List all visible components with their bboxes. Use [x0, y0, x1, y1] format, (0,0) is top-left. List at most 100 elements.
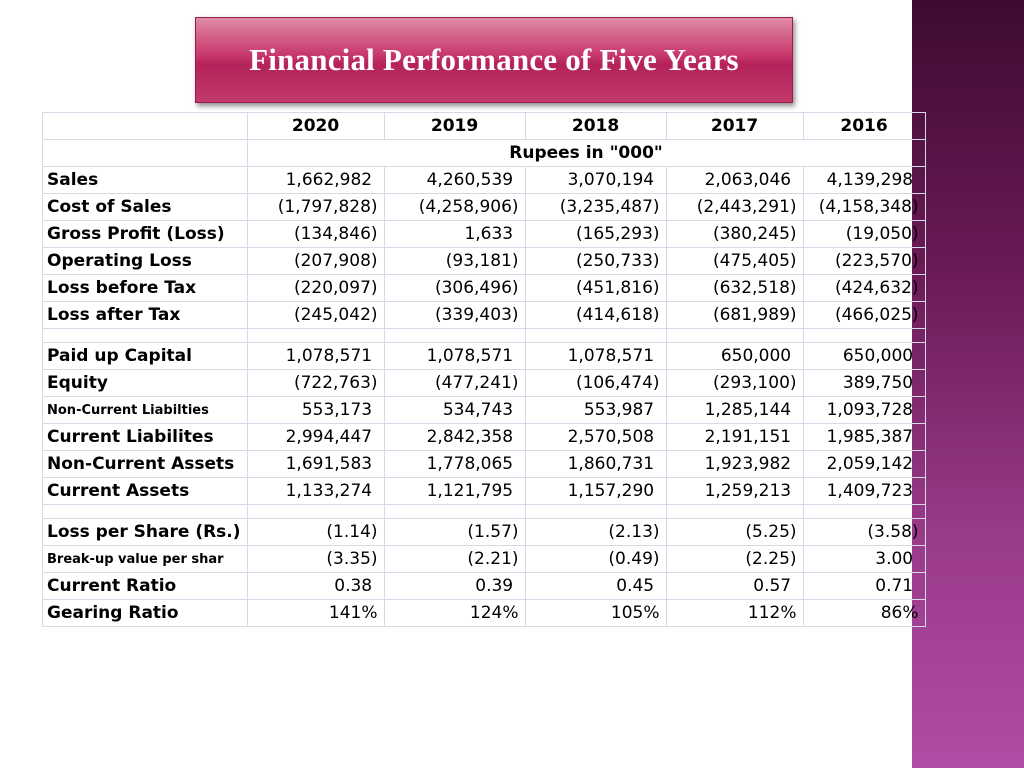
- value-cell: 0.57: [665, 572, 804, 600]
- unit-note: Rupees in "000": [246, 139, 926, 167]
- value-cell: (1,797,828): [246, 193, 385, 221]
- value-cell: 650,000: [802, 342, 926, 370]
- value-cell: 389,750: [802, 369, 926, 397]
- value-cell: 2,063,046: [665, 166, 804, 194]
- value-cell: (2,443,291): [665, 193, 804, 221]
- value-cell: 3,070,194: [524, 166, 667, 194]
- table-row: Cost of Sales (1,797,828) (4,258,906) (3,23…: [42, 193, 926, 221]
- spacer-cell: [802, 328, 926, 343]
- value-cell: (475,405): [665, 247, 804, 275]
- value-cell: 1,923,982: [665, 450, 804, 478]
- value-cell: 1,157,290: [524, 477, 667, 505]
- year-header: 2019: [383, 112, 526, 140]
- value-cell: (414,618): [524, 301, 667, 329]
- row-label: Equity: [42, 369, 248, 397]
- value-cell: (466,025): [802, 301, 926, 329]
- table-row: Non-Current Assets 1,691,583 1,778,065 1,…: [42, 450, 926, 478]
- financial-table-body: 2020 2019 2018 2017 2016 Rupees in "000"…: [42, 112, 926, 627]
- row-label: Current Ratio: [42, 572, 248, 600]
- spacer-cell: [802, 504, 926, 519]
- value-cell: 1,985,387: [802, 423, 926, 451]
- value-cell: 1,078,571: [246, 342, 385, 370]
- value-cell: (5.25): [665, 518, 804, 546]
- value-cell: (223,570): [802, 247, 926, 275]
- spacer-cell: [665, 328, 804, 343]
- value-cell: 86%: [802, 599, 926, 627]
- table-row: Gross Profit (Loss) (134,846) 1,633 (165,2…: [42, 220, 926, 248]
- value-cell: (380,245): [665, 220, 804, 248]
- value-cell: 534,743: [383, 396, 526, 424]
- value-cell: (681,989): [665, 301, 804, 329]
- decorative-side-band: [912, 0, 1024, 768]
- value-cell: 1,259,213: [665, 477, 804, 505]
- row-label: Loss after Tax: [42, 301, 248, 329]
- value-cell: (722,763): [246, 369, 385, 397]
- value-cell: 553,173: [246, 396, 385, 424]
- table-row: Paid up Capital 1,078,571 1,078,571 1,078…: [42, 342, 926, 370]
- value-cell: 1,778,065: [383, 450, 526, 478]
- value-cell: (306,496): [383, 274, 526, 302]
- row-label: Sales: [42, 166, 248, 194]
- table-row: Gearing Ratio 141% 124% 105% 112% 86%: [42, 599, 926, 627]
- row-label: Current Liabilites: [42, 423, 248, 451]
- row-label: Current Assets: [42, 477, 248, 505]
- value-cell: 2,842,358: [383, 423, 526, 451]
- value-cell: 650,000: [665, 342, 804, 370]
- value-cell: (245,042): [246, 301, 385, 329]
- value-cell: 1,409,723: [802, 477, 926, 505]
- spacer-cell: [383, 504, 526, 519]
- table-row: Equity (722,763) (477,241) (106,474) (293,10…: [42, 369, 926, 397]
- value-cell: 1,093,728: [802, 396, 926, 424]
- value-cell: 4,260,539: [383, 166, 526, 194]
- value-cell: (220,097): [246, 274, 385, 302]
- value-cell: (2.13): [524, 518, 667, 546]
- value-cell: 1,662,982: [246, 166, 385, 194]
- value-cell: (4,158,348): [802, 193, 926, 221]
- spacer-cell: [246, 328, 385, 343]
- value-cell: 0.38: [246, 572, 385, 600]
- value-cell: 553,987: [524, 396, 667, 424]
- value-cell: 1,285,144: [665, 396, 804, 424]
- value-cell: 1,078,571: [524, 342, 667, 370]
- table-row: Loss before Tax (220,097) (306,496) (451,81…: [42, 274, 926, 302]
- value-cell: (165,293): [524, 220, 667, 248]
- spacer-cell: [524, 328, 667, 343]
- value-cell: 105%: [524, 599, 667, 627]
- value-cell: 1,691,583: [246, 450, 385, 478]
- value-cell: (134,846): [246, 220, 385, 248]
- spacer-cell: [246, 504, 385, 519]
- table-row: Operating Loss (207,908) (93,181) (250,733)…: [42, 247, 926, 275]
- spacer-cell: [383, 328, 526, 343]
- value-cell: 0.71: [802, 572, 926, 600]
- value-cell: 0.39: [383, 572, 526, 600]
- table-row: Current Ratio 0.38 0.39 0.45 0.57 0.71: [42, 572, 926, 600]
- unit-row: Rupees in "000": [42, 139, 926, 167]
- value-cell: (477,241): [383, 369, 526, 397]
- value-cell: (1.57): [383, 518, 526, 546]
- value-cell: 3.00: [802, 545, 926, 573]
- row-label: Paid up Capital: [42, 342, 248, 370]
- spacer-cell: [42, 328, 248, 343]
- value-cell: (19,050): [802, 220, 926, 248]
- value-cell: 4,139,298: [802, 166, 926, 194]
- value-cell: 1,133,274: [246, 477, 385, 505]
- table-row: Current Liabilites 2,994,447 2,842,358 2,…: [42, 423, 926, 451]
- value-cell: 2,570,508: [524, 423, 667, 451]
- value-cell: (632,518): [665, 274, 804, 302]
- page-title: Financial Performance of Five Years: [249, 42, 739, 77]
- row-label: Loss per Share (Rs.): [42, 518, 248, 546]
- empty-corner-cell: [42, 112, 248, 140]
- table-row: Non-Current Liabilties 553,173 534,743 55…: [42, 396, 926, 424]
- year-header: 2017: [665, 112, 804, 140]
- value-cell: (339,403): [383, 301, 526, 329]
- spacer-cell: [42, 504, 248, 519]
- row-label: Gross Profit (Loss): [42, 220, 248, 248]
- value-cell: 1,860,731: [524, 450, 667, 478]
- year-header: 2016: [802, 112, 926, 140]
- row-label: Gearing Ratio: [42, 599, 248, 627]
- value-cell: (250,733): [524, 247, 667, 275]
- row-label: Cost of Sales: [42, 193, 248, 221]
- value-cell: (3.35): [246, 545, 385, 573]
- spacer-cell: [665, 504, 804, 519]
- value-cell: 124%: [383, 599, 526, 627]
